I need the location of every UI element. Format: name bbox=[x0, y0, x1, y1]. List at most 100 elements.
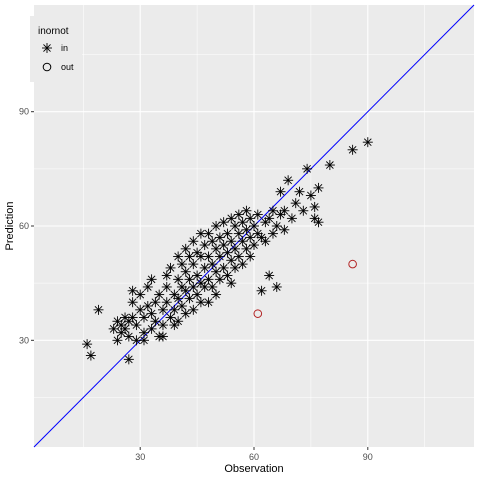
data-point-in bbox=[237, 259, 248, 270]
data-point-in bbox=[203, 274, 214, 285]
data-point-in bbox=[347, 144, 358, 155]
data-point-in bbox=[127, 285, 138, 296]
data-point-in bbox=[230, 221, 241, 231]
legend-marker-out bbox=[42, 62, 52, 72]
data-point-in bbox=[245, 213, 256, 224]
data-point-in bbox=[237, 217, 248, 228]
data-point-in bbox=[252, 209, 263, 220]
data-point-in bbox=[150, 297, 161, 308]
data-point-in bbox=[214, 274, 225, 285]
data-point-in bbox=[226, 255, 237, 266]
data-point-in bbox=[271, 281, 282, 292]
data-point-in bbox=[146, 308, 157, 319]
data-point-in bbox=[142, 301, 153, 312]
data-point-in bbox=[230, 243, 241, 254]
data-point-in bbox=[127, 297, 138, 308]
data-point-in bbox=[222, 228, 233, 239]
data-point-in bbox=[161, 281, 172, 292]
x-axis-ticks: 30 60 90 bbox=[135, 447, 373, 462]
data-point-in bbox=[279, 224, 290, 235]
data-point-in bbox=[298, 205, 309, 216]
data-point-in bbox=[279, 205, 290, 216]
data-point-in bbox=[131, 320, 142, 331]
data-point-in bbox=[207, 281, 218, 292]
data-point-in bbox=[260, 236, 271, 247]
data-point-in bbox=[108, 323, 119, 334]
data-point-in bbox=[82, 339, 93, 350]
y-tick-label: 90 bbox=[19, 107, 29, 117]
series-out bbox=[253, 259, 357, 318]
data-point-in bbox=[192, 270, 203, 281]
legend-label-in: in bbox=[61, 43, 68, 53]
data-point-in bbox=[218, 217, 229, 228]
data-point-in bbox=[203, 228, 214, 239]
legend-key-out bbox=[42, 62, 52, 72]
x-tick-label: 30 bbox=[135, 452, 145, 462]
data-point-in bbox=[222, 270, 233, 281]
data-point-in bbox=[176, 259, 187, 270]
data-point-in bbox=[214, 232, 225, 243]
y-tick-label: 30 bbox=[19, 335, 29, 345]
data-point-in bbox=[173, 274, 184, 285]
data-point-in bbox=[211, 266, 222, 277]
data-point-in bbox=[249, 240, 259, 251]
data-point-in bbox=[275, 186, 286, 197]
data-point-in bbox=[192, 289, 203, 300]
data-point-in bbox=[230, 262, 241, 273]
data-point-in bbox=[226, 236, 237, 247]
data-point-in bbox=[120, 323, 131, 334]
data-point-in bbox=[207, 236, 218, 247]
data-point-in bbox=[180, 243, 191, 254]
data-point-in bbox=[188, 304, 199, 315]
data-point-in bbox=[123, 354, 134, 365]
data-point-in bbox=[222, 247, 233, 258]
data-point-in bbox=[180, 308, 191, 319]
data-point-in bbox=[218, 240, 229, 251]
data-point-in bbox=[165, 262, 176, 273]
y-axis-title: Prediction bbox=[4, 202, 16, 251]
legend-marker-in bbox=[42, 43, 52, 53]
data-point-in bbox=[123, 331, 134, 342]
y-tick-label: 60 bbox=[19, 221, 29, 231]
data-point-in bbox=[180, 266, 191, 277]
data-point-in bbox=[139, 312, 149, 323]
x-tick-label: 60 bbox=[249, 452, 259, 462]
data-point-in bbox=[245, 232, 256, 243]
data-point-in bbox=[283, 175, 294, 186]
data-point-in bbox=[211, 243, 222, 254]
legend-background bbox=[30, 16, 82, 82]
data-point-in bbox=[150, 316, 161, 327]
data-point-in bbox=[203, 251, 214, 262]
data-point-in bbox=[294, 186, 305, 197]
data-point-in bbox=[264, 270, 275, 281]
data-point-in bbox=[241, 205, 252, 216]
data-point-in bbox=[313, 182, 324, 193]
data-point-in bbox=[249, 221, 259, 231]
data-point-in bbox=[271, 221, 282, 231]
data-point-in bbox=[173, 316, 184, 327]
data-point-in bbox=[173, 251, 184, 262]
data-point-in bbox=[85, 350, 96, 361]
data-point-in bbox=[173, 293, 184, 304]
data-point-in bbox=[302, 163, 313, 174]
data-point-in bbox=[199, 262, 210, 273]
legend: inornot in out bbox=[30, 16, 82, 82]
data-point-in bbox=[146, 274, 157, 285]
data-point-in bbox=[127, 312, 138, 323]
x-axis-title: Observation bbox=[224, 463, 283, 475]
data-point-in bbox=[309, 201, 320, 212]
data-point-in bbox=[139, 335, 149, 346]
data-point-in bbox=[184, 274, 195, 285]
data-point-in bbox=[214, 251, 225, 262]
data-point-in bbox=[184, 251, 195, 262]
data-point-in bbox=[199, 240, 210, 251]
legend-label-out: out bbox=[61, 62, 74, 72]
data-point-in bbox=[161, 270, 172, 281]
data-point-in bbox=[116, 320, 127, 331]
legend-title: inornot bbox=[38, 26, 69, 37]
data-point-in bbox=[290, 198, 301, 209]
data-point-in bbox=[226, 213, 237, 224]
data-point-in bbox=[226, 278, 237, 289]
data-point-in bbox=[188, 281, 199, 292]
data-point-in bbox=[112, 335, 123, 346]
